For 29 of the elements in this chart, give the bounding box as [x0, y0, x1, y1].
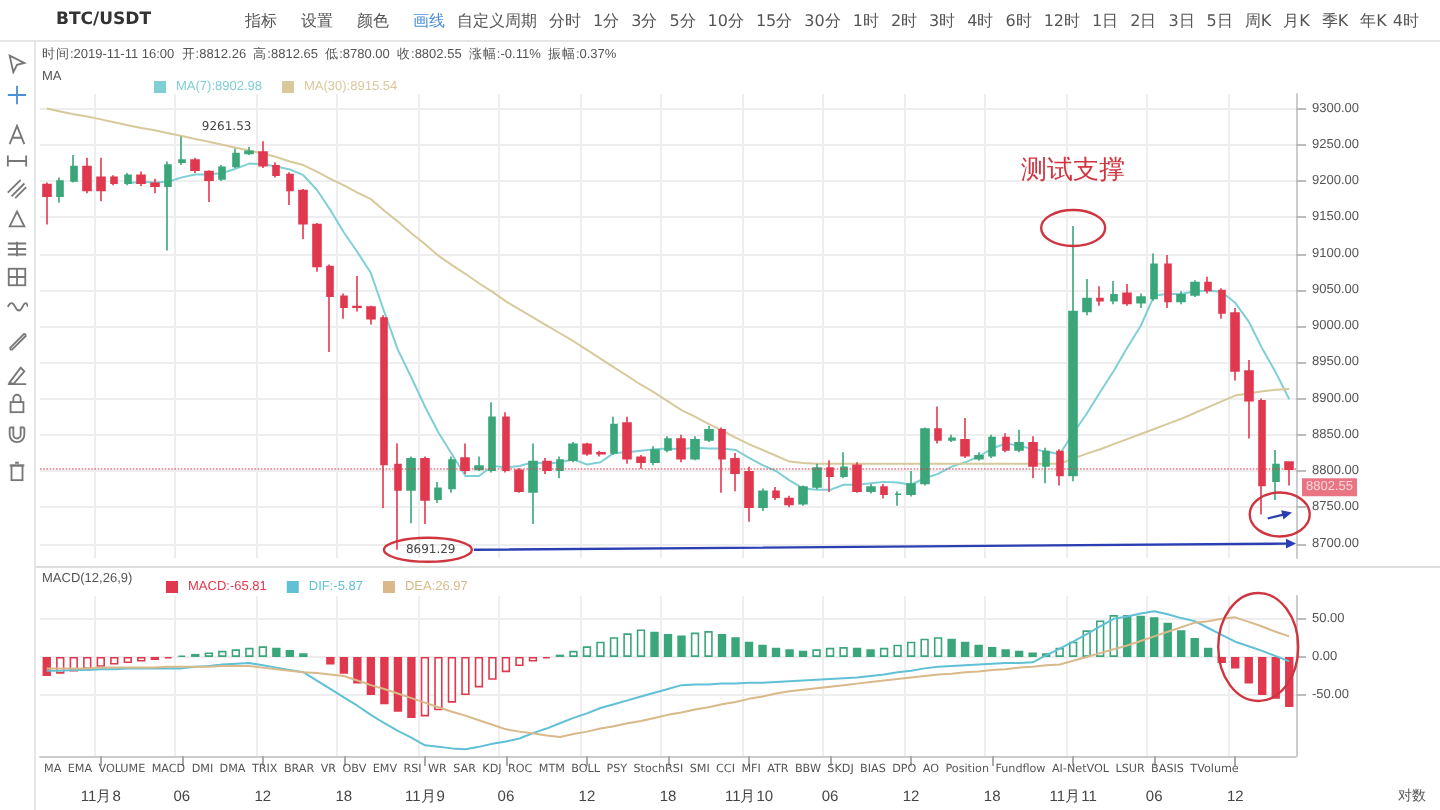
text: 4时	[1392, 9, 1419, 31]
text: 设置	[301, 9, 333, 31]
text: 5分	[669, 9, 696, 31]
text: 3日	[1168, 9, 1195, 31]
text: 颜色	[357, 9, 389, 31]
text: 3时	[929, 9, 956, 31]
text: 6时	[1005, 9, 1032, 31]
text: 2日	[1130, 9, 1157, 31]
text: 1时	[852, 9, 879, 31]
text: 画线	[413, 9, 445, 31]
text: 月K	[1283, 9, 1310, 31]
text: 分时	[549, 9, 581, 31]
text: 10分	[707, 9, 744, 31]
text: 周K	[1244, 9, 1272, 31]
text: 15分	[755, 9, 793, 31]
text: 5日	[1206, 9, 1233, 31]
text: 3分	[631, 9, 658, 31]
text: 30分	[804, 9, 841, 31]
text: 年K	[1360, 9, 1387, 31]
text: 指标	[245, 9, 277, 31]
text: 2时	[890, 9, 918, 31]
text: 自定义周期	[457, 9, 537, 31]
text: 12时	[1043, 9, 1080, 31]
annotation: 测试支撑	[1021, 155, 1126, 186]
text: 季K	[1321, 9, 1349, 31]
text: 1分	[593, 9, 620, 31]
text: 4时	[967, 9, 994, 31]
chart-title: BTC/USDT	[56, 10, 151, 30]
text: 1日	[1092, 9, 1119, 31]
